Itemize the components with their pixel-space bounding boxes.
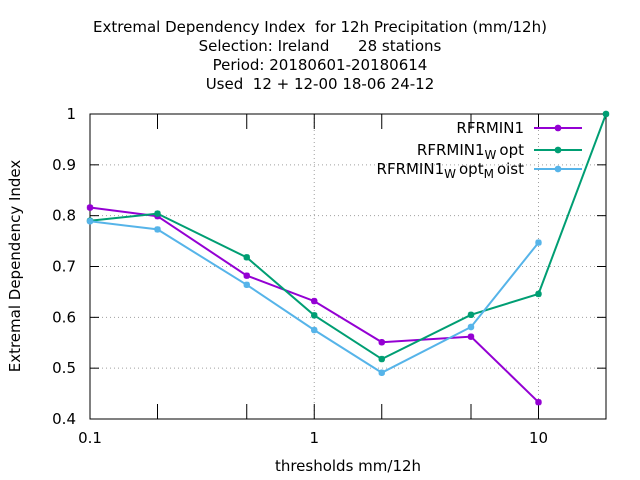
data-point [467,323,475,331]
y-tick-label: 0.4 [52,410,76,428]
legend-label-text: oist [497,160,524,178]
series-line [89,220,540,374]
legend-label-base: RFRMIN1 [377,160,445,178]
data-point [554,124,562,132]
data-point [243,281,250,288]
data-point [154,226,161,233]
data-point [535,290,542,298]
title-line-selection: Selection: Ireland 28 stations [198,37,442,55]
data-point [378,339,385,346]
data-point [243,272,250,279]
title-line-period: Period: 20180601-20180614 [212,56,428,74]
data-point [311,326,318,334]
legend-label-subscript: W [485,148,497,162]
data-point [86,218,94,225]
y-tick-label: 0.5 [52,359,76,377]
legend-label-text: opt [459,160,484,178]
plot-frame [89,113,607,420]
x-tick-label: 10 [529,429,548,447]
data-point [554,165,562,173]
x-tick-label: 1 [309,429,319,447]
y-tick-label: 0.8 [52,207,76,225]
series-3 [86,218,542,376]
series-2 [86,110,610,363]
data-point [311,312,318,319]
y-tick-label: 1 [66,105,76,123]
legend-label-text: opt [499,141,524,159]
data-point [554,146,562,154]
y-axis-label: Extremal Dependency Index [6,160,24,373]
data-point [535,399,542,406]
data-point [602,110,610,118]
legend-label: RFRMIN1W opt [417,141,524,162]
data-point [86,204,94,211]
data-point [311,297,318,305]
y-tick-label: 0.9 [52,156,76,174]
legend-label-subscript: M [484,167,494,181]
legend-label: RFRMIN1W optM oist [377,160,525,181]
x-axis-label: thresholds mm/12h [275,457,421,475]
series-line [89,206,540,403]
title-line-1: Extremal Dependency Index for 12h Precip… [93,18,547,36]
data-point [467,311,475,318]
series [86,110,610,406]
data-point [154,210,161,217]
y-tick-label: 0.7 [52,258,76,276]
axis-ticks: 0.1 1 10 0.4 0.5 0.6 0.7 0.8 0.9 1 [52,105,607,447]
data-point [535,239,542,246]
legend-label-subscript: W [444,167,456,181]
legend-label-base: RFRMIN1 [417,141,485,159]
data-point [467,333,475,340]
data-point [378,369,385,376]
data-point [378,355,385,363]
grid [90,114,606,419]
title-line-used: Used 12 + 12-00 18-06 24-12 [205,75,435,93]
legend-label-base: RFRMIN1 [456,119,524,137]
series-line [89,113,607,361]
legend-label: RFRMIN1 [456,119,524,137]
x-tick-label: 0.1 [78,429,102,447]
data-point [243,254,250,261]
y-tick-label: 0.6 [52,308,76,326]
